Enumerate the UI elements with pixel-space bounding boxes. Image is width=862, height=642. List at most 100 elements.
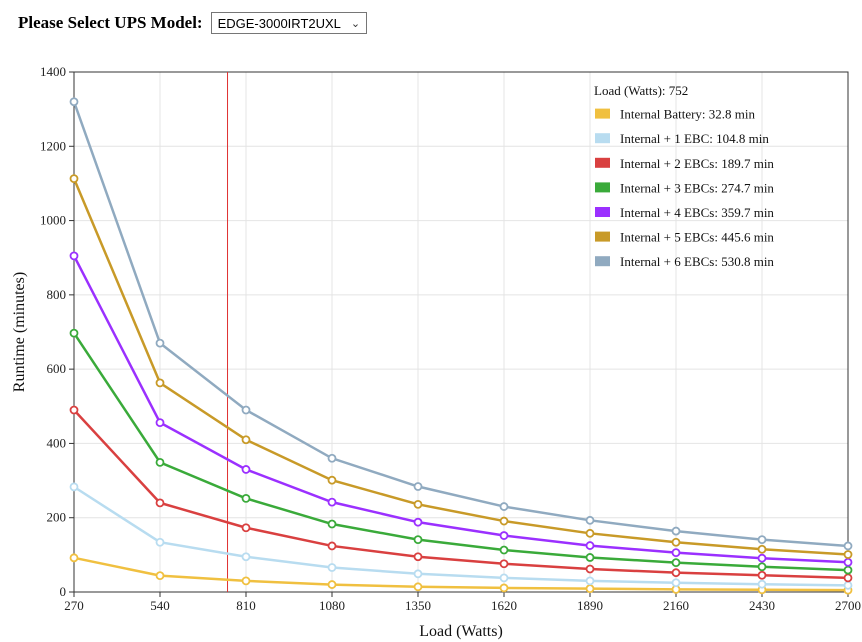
data-point <box>671 578 681 588</box>
legend-title: Load (Watts): 752 <box>594 83 688 98</box>
x-tick-label: 2700 <box>835 598 861 613</box>
x-tick-label: 1080 <box>319 598 345 613</box>
series-line <box>73 485 849 587</box>
y-tick-label: 400 <box>47 435 67 450</box>
y-tick-label: 0 <box>60 584 67 599</box>
data-point <box>155 418 165 428</box>
data-point <box>671 548 681 558</box>
data-point <box>155 571 165 581</box>
data-point <box>757 535 767 545</box>
data-point <box>413 535 423 545</box>
data-point <box>413 569 423 579</box>
data-point <box>155 378 165 388</box>
data-point <box>757 544 767 554</box>
data-point <box>671 526 681 536</box>
data-point <box>241 493 251 503</box>
y-tick-label: 800 <box>47 287 67 302</box>
y-axis-title: Runtime (minutes) <box>11 272 28 392</box>
x-tick-label: 270 <box>64 598 84 613</box>
data-point <box>585 553 595 562</box>
data-point <box>69 405 79 415</box>
grid-lines <box>73 71 849 593</box>
selected-model-value: EDGE-3000IRT2UXL <box>217 15 341 31</box>
legend-swatch <box>595 157 610 168</box>
data-point <box>499 573 509 583</box>
legend-swatch <box>595 207 610 217</box>
y-tick-label: 1200 <box>40 138 66 153</box>
y-tick-label: 1400 <box>40 64 66 79</box>
data-point <box>757 553 767 563</box>
chevron-down-icon: ⌄ <box>350 16 361 30</box>
data-point <box>69 251 79 261</box>
data-point <box>843 565 853 575</box>
data-point <box>585 584 595 594</box>
legend-entry: Internal + 3 EBCs: 274.7 min <box>620 180 774 195</box>
model-selector-row: Please Select UPS Model: EDGE-3000IRT2UX… <box>18 8 368 38</box>
data-point <box>499 559 509 569</box>
series-line <box>72 101 849 548</box>
legend-swatch <box>595 256 610 267</box>
y-tick-label: 200 <box>47 510 67 525</box>
series-line <box>73 409 849 580</box>
data-point <box>69 97 79 107</box>
x-tick-label: 2160 <box>663 598 689 613</box>
data-point <box>69 482 79 492</box>
x-axis-title: Load (Watts) <box>419 623 503 640</box>
data-point <box>327 453 337 463</box>
data-point <box>155 498 165 508</box>
data-point <box>671 537 681 547</box>
data-point <box>499 545 509 555</box>
data-point <box>671 568 681 578</box>
data-point <box>585 541 595 550</box>
x-tick-label: 1620 <box>491 598 517 613</box>
data-point <box>413 499 423 509</box>
legend-swatch <box>595 231 610 242</box>
model-select-label: Please Select UPS Model: <box>18 13 203 32</box>
data-point <box>843 580 853 590</box>
x-axis-ticks: 270 540 810 1080 1350 1620 1890 2160 2430 2700 <box>64 592 861 613</box>
legend-entry: Internal + 2 EBCs: 189.7 min <box>620 156 774 171</box>
data-point <box>327 519 337 529</box>
data-point <box>585 515 595 525</box>
data-point <box>69 174 79 184</box>
data-point <box>69 328 79 338</box>
data-point <box>585 576 595 586</box>
x-tick-label: 810 <box>236 598 256 613</box>
x-tick-label: 2430 <box>749 598 775 613</box>
legend-entry: Internal Battery: 32.8 min <box>620 107 756 122</box>
data-point <box>327 497 337 507</box>
plot-area <box>73 71 849 593</box>
data-point <box>327 580 337 589</box>
x-tick-label: 1890 <box>577 598 603 613</box>
data-point <box>757 562 767 572</box>
data-point <box>241 552 251 562</box>
data-point <box>585 564 595 574</box>
data-point <box>499 502 509 511</box>
data-point <box>499 516 509 526</box>
data-point <box>499 531 509 540</box>
ups-model-select[interactable]: EDGE-3000IRT2UXL ⌄ <box>210 12 368 34</box>
legend-entry: Internal + 1 EBC: 104.8 min <box>620 131 769 146</box>
legend-swatch <box>595 108 610 119</box>
data-point <box>843 541 853 551</box>
y-tick-label: 1000 <box>40 213 66 228</box>
y-tick-label: 600 <box>47 361 67 376</box>
y-axis-ticks: 0 200 400 600 800 1000 1200 1400 <box>40 64 74 599</box>
data-point <box>327 541 337 551</box>
data-point <box>843 550 853 559</box>
series-lines <box>69 97 853 595</box>
data-point <box>241 465 251 474</box>
data-point <box>671 558 681 568</box>
data-point <box>155 338 165 348</box>
legend: Load (Watts): 752 Internal Battery: 32.8 … <box>594 83 774 269</box>
data-point <box>155 537 165 547</box>
data-point <box>327 475 337 485</box>
legend-entry: Internal + 5 EBCs: 445.6 min <box>620 230 774 245</box>
legend-entry: Internal + 6 EBCs: 530.8 min <box>620 254 774 269</box>
data-point <box>155 457 165 467</box>
data-point <box>757 570 767 580</box>
series-line <box>72 255 849 564</box>
data-point <box>327 563 337 572</box>
data-point <box>413 517 423 527</box>
